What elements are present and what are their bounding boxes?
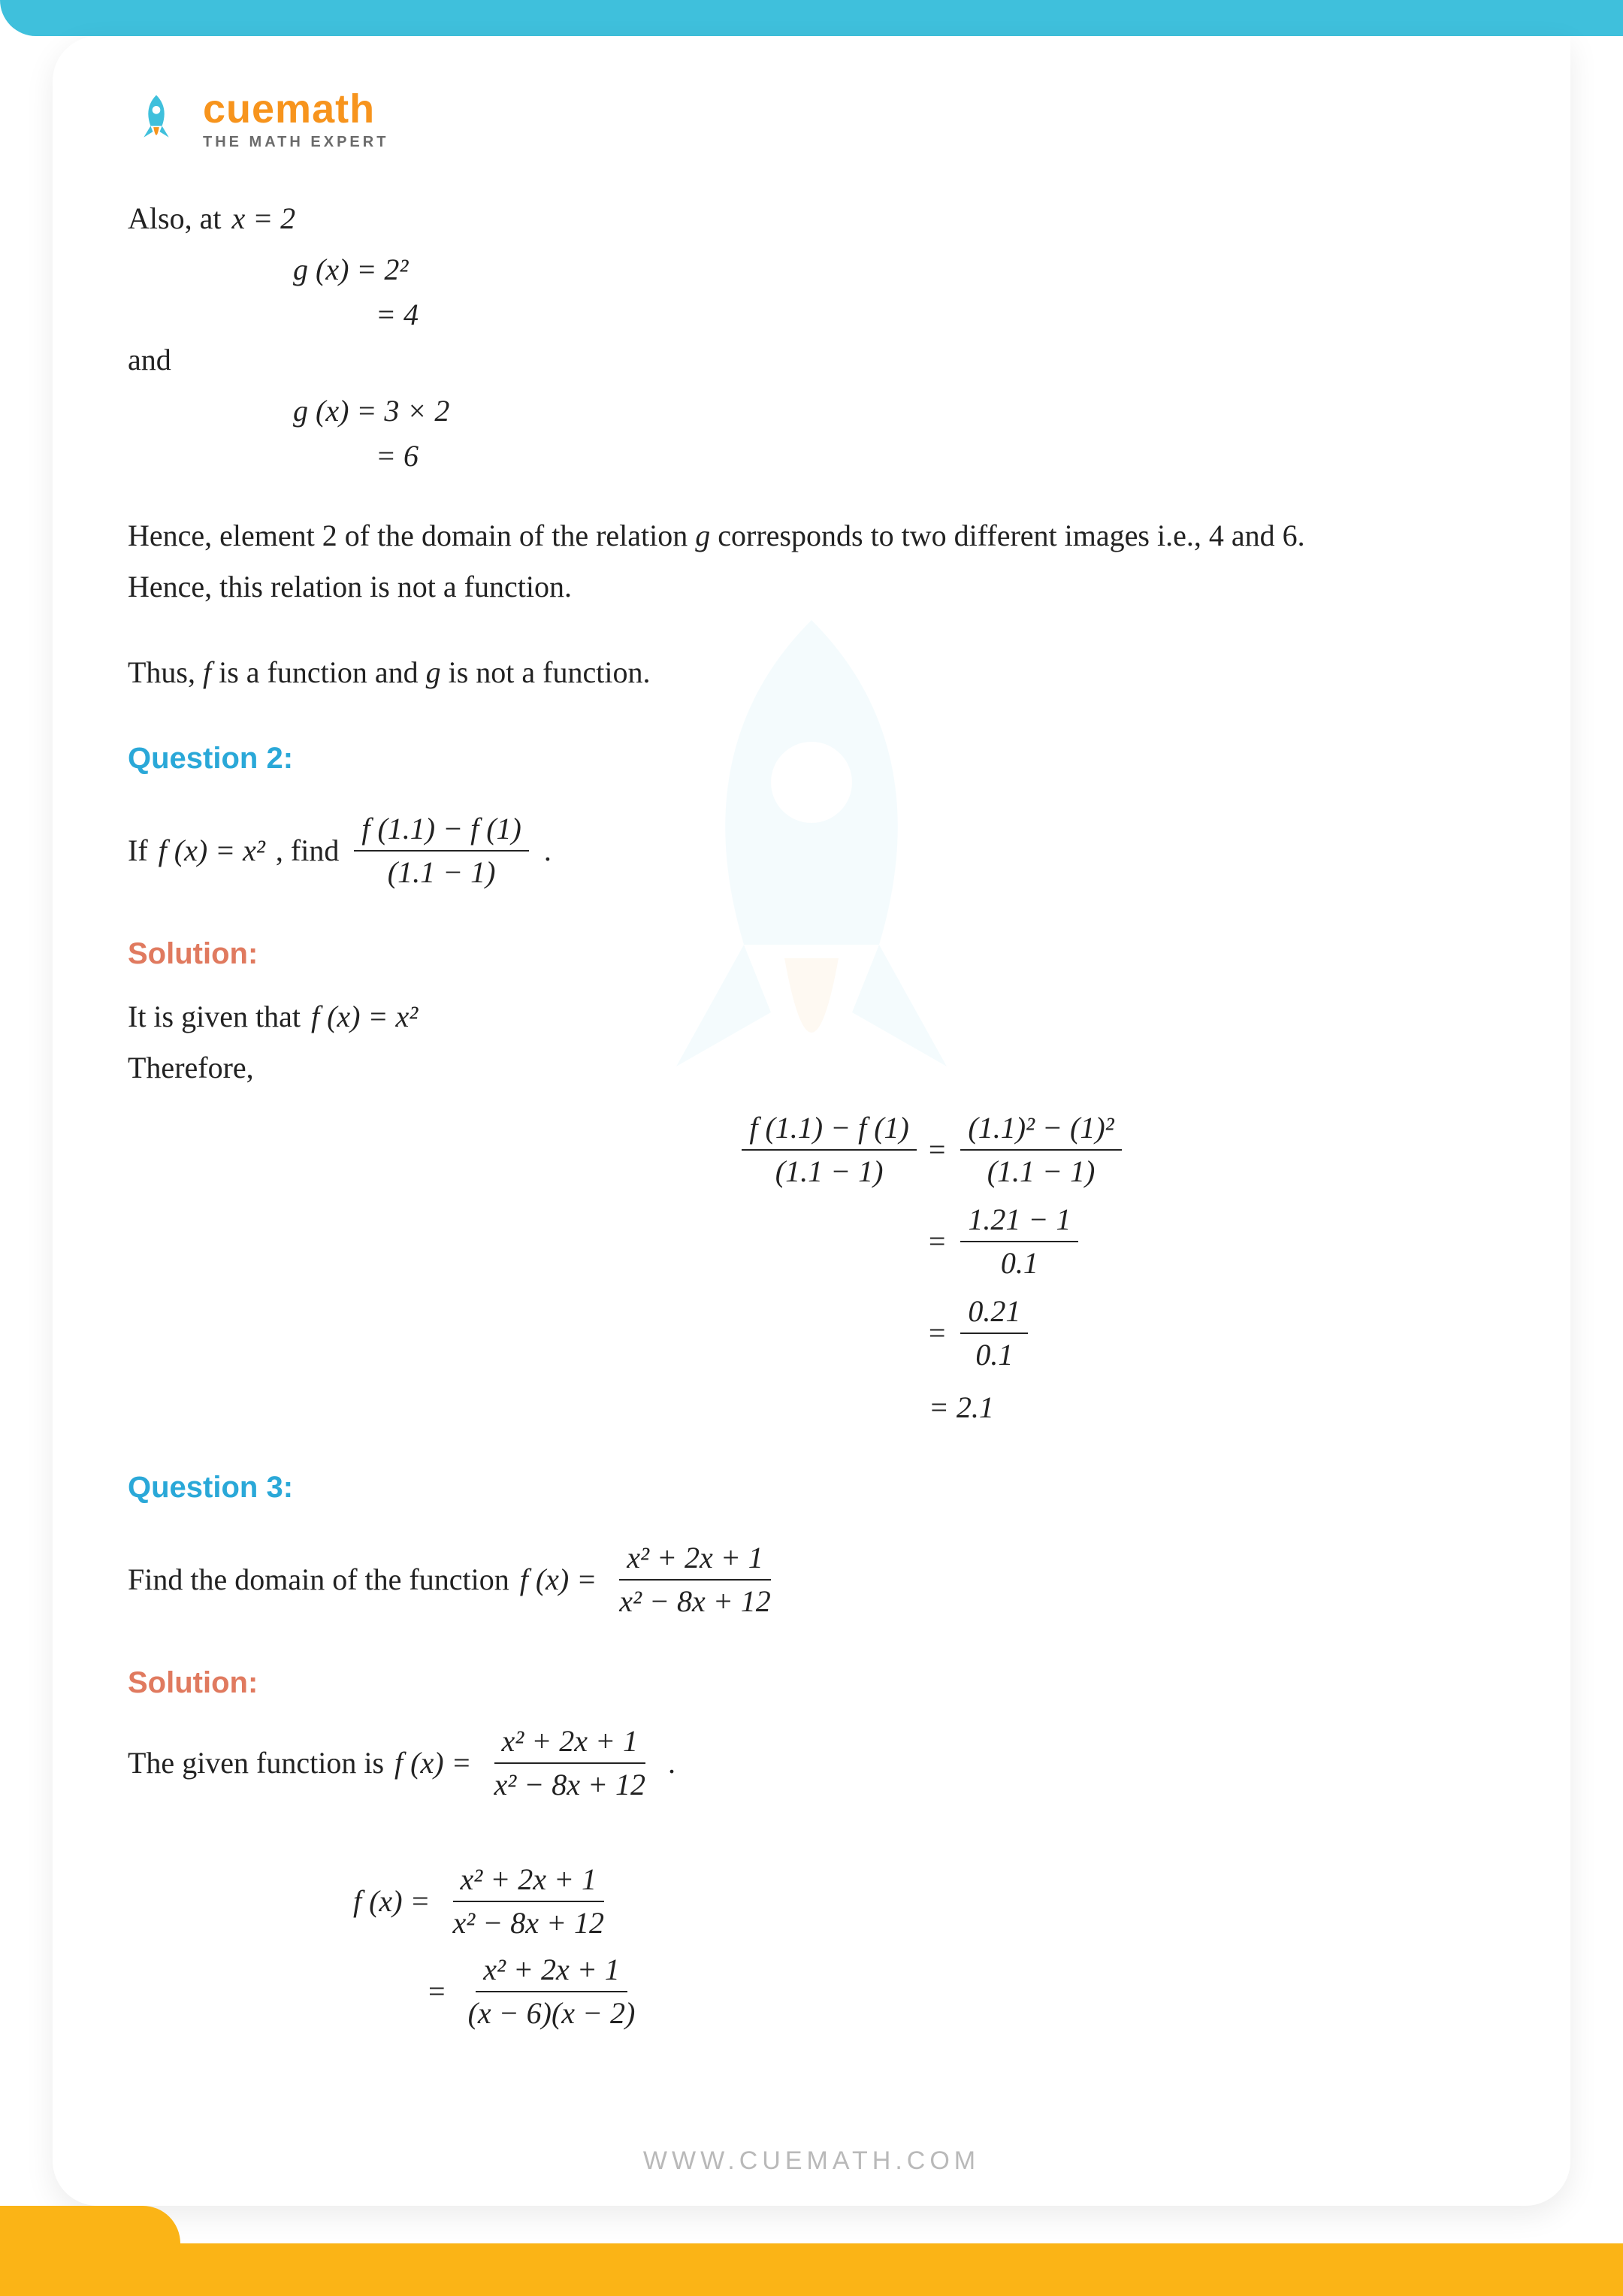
fraction: 1.21 − 1 0.1 [960, 1202, 1078, 1281]
inline-math: f (x) = x² [311, 994, 418, 1039]
paragraph: Thus, f is a function and g is not a fun… [128, 650, 1495, 695]
brand-wordmark: cuemath [203, 89, 388, 129]
inline-math: f [203, 655, 211, 689]
equals-sign: = [929, 1311, 946, 1356]
question-heading: Question 3: [128, 1465, 1495, 1510]
inline-math: f (x) = [394, 1741, 472, 1786]
denominator: (1.1 − 1) [768, 1151, 891, 1190]
denominator: (1.1 − 1) [980, 1151, 1103, 1190]
paragraph: Hence, element 2 of the domain of the re… [128, 513, 1495, 558]
equation-derivation: f (x) = x² + 2x + 1 x² − 8x + 12 = x² + … [353, 1862, 1495, 2031]
equals-sign: = [428, 1969, 446, 2014]
text: The given function is [128, 1741, 384, 1786]
fraction: x² + 2x + 1 x² − 8x + 12 [487, 1723, 653, 1803]
numerator: (1.1)² − (1)² [960, 1110, 1121, 1151]
equation-line: = 4 [376, 292, 1495, 337]
text: If [128, 828, 148, 873]
text: Find the domain of the function [128, 1557, 509, 1602]
text: corresponds to two different images i.e.… [710, 519, 1304, 552]
numerator: f (1.1) − f (1) [742, 1110, 917, 1151]
paragraph: It is given that f (x) = x² [128, 994, 1495, 1039]
inline-math: f (x) = [520, 1557, 597, 1602]
question-prompt: If f (x) = x² , find f (1.1) − f (1) (1.… [128, 811, 1495, 891]
numerator: x² + 2x + 1 [453, 1862, 604, 1902]
inline-math: x = 2 [231, 196, 295, 241]
text: , find [276, 828, 339, 873]
text: Thus, [128, 655, 203, 689]
denominator: (x − 6)(x − 2) [461, 1992, 643, 2031]
inline-math: g [426, 655, 441, 689]
denominator: 0.1 [968, 1334, 1020, 1373]
page-card: cuemath THE MATH EXPERT Also, at x = 2 g… [53, 36, 1570, 2206]
paragraph: Also, at x = 2 [128, 196, 1495, 241]
brand-tagline: THE MATH EXPERT [203, 134, 388, 151]
paragraph: The given function is f (x) = x² + 2x + … [128, 1723, 1495, 1803]
text: is a function and [211, 655, 426, 689]
denominator: x² − 8x + 12 [487, 1764, 653, 1803]
equation-lhs: f (x) = [353, 1879, 431, 1924]
text: is not a function. [441, 655, 651, 689]
inline-math: g [695, 519, 710, 552]
fraction: (1.1)² − (1)² (1.1 − 1) [960, 1110, 1121, 1190]
inline-math: f (x) = x² [159, 828, 265, 873]
fraction: x² + 2x + 1 (x − 6)(x − 2) [461, 1952, 643, 2031]
numerator: x² + 2x + 1 [494, 1723, 645, 1764]
bottom-accent-curve [0, 2206, 180, 2243]
text: and [128, 337, 1495, 383]
text: Therefore, [128, 1045, 1495, 1091]
rocket-icon [128, 92, 185, 149]
text: Also, at [128, 196, 221, 241]
equals-sign: = [929, 1219, 946, 1264]
numerator: 0.21 [960, 1293, 1028, 1334]
document-body: Also, at x = 2 g (x) = 2² = 4 and g (x) … [128, 196, 1495, 2031]
equals-sign: = [929, 1127, 946, 1172]
equation-derivation: f (1.1) − f (1) (1.1 − 1) = (1.1)² − (1)… [368, 1110, 1495, 1430]
denominator: x² − 8x + 12 [446, 1902, 612, 1941]
equation-line: g (x) = 3 × 2 [293, 389, 1495, 434]
denominator: (1.1 − 1) [380, 852, 503, 891]
numerator: 1.21 − 1 [960, 1202, 1078, 1242]
top-accent-bar [0, 0, 1623, 36]
bottom-accent-bar [0, 2243, 1623, 2296]
solution-heading: Solution: [128, 931, 1495, 976]
text: . [544, 828, 552, 873]
numerator: x² + 2x + 1 [619, 1540, 770, 1581]
solution-heading: Solution: [128, 1660, 1495, 1705]
fraction: f (1.1) − f (1) (1.1 − 1) [354, 811, 529, 891]
equation-block: g (x) = 3 × 2 = 6 [293, 389, 1495, 479]
text: Hence, element 2 of the domain of the re… [128, 519, 695, 552]
denominator: 0.1 [993, 1242, 1046, 1281]
brand-logo: cuemath THE MATH EXPERT [128, 89, 1495, 151]
fraction: 0.21 0.1 [960, 1293, 1028, 1373]
text: It is given that [128, 994, 301, 1039]
fraction: f (1.1) − f (1) (1.1 − 1) [742, 1110, 917, 1190]
fraction: x² + 2x + 1 x² − 8x + 12 [446, 1862, 612, 1941]
fraction: x² + 2x + 1 x² − 8x + 12 [612, 1540, 778, 1620]
numerator: x² + 2x + 1 [476, 1952, 627, 1992]
equation-block: g (x) = 2² = 4 [293, 247, 1495, 337]
equation-line: = 2.1 [929, 1385, 1495, 1430]
text: . [668, 1741, 675, 1786]
equation-line: = 6 [376, 434, 1495, 479]
numerator: f (1.1) − f (1) [354, 811, 529, 852]
question-prompt: Find the domain of the function f (x) = … [128, 1540, 1495, 1620]
question-heading: Question 2: [128, 736, 1495, 781]
equation-line: g (x) = 2² [293, 247, 1495, 292]
denominator: x² − 8x + 12 [612, 1581, 778, 1620]
footer-url: WWW.CUEMATH.COM [53, 2146, 1570, 2176]
text: Hence, this relation is not a function. [128, 564, 1495, 610]
